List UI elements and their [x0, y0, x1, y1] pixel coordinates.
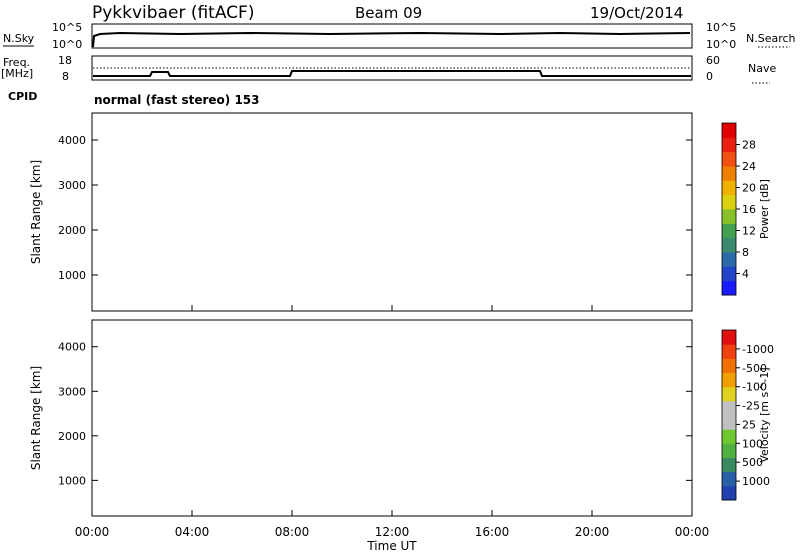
freq-tick-high: 18 — [58, 54, 72, 67]
colorbar-tick-label: 4 — [742, 268, 749, 281]
yaxis-label: Slant Range [km] — [29, 160, 43, 264]
xtick-label: 20:00 — [575, 525, 610, 539]
colorbar-segment — [722, 415, 736, 430]
cpid-text: normal (fast stereo) 153 — [94, 93, 260, 107]
ytick-label: 3000 — [58, 179, 86, 192]
beam-label: Beam 09 — [355, 4, 422, 22]
freq-tick-low: 8 — [62, 70, 69, 83]
nsearch-label: N.Search — [746, 32, 796, 45]
ytick-label: 1000 — [58, 269, 86, 282]
time-axis: 00:00 04:00 08:00 12:00 16:00 20:00 00:00 — [75, 525, 710, 539]
ytick-label: 1000 — [58, 474, 86, 487]
cpid-label: CPID — [8, 90, 37, 103]
colorbar-frame — [721, 329, 737, 501]
colorbar-tick-label: 12 — [742, 225, 756, 238]
colorbar-segment — [722, 457, 736, 473]
velocity-panel: 1000 2000 3000 4000 Slant Range [km] 1000 500 1… — [29, 319, 774, 517]
colorbar-segment — [722, 166, 736, 181]
station-title: Pykkvibaer (fitACF) — [92, 3, 254, 23]
xaxis-label: Time UT — [366, 539, 417, 553]
colorbar-segment — [722, 223, 736, 239]
colorbar-segment — [722, 400, 736, 416]
colorbar-tick-label: 8 — [742, 246, 749, 259]
freq-trace — [93, 70, 691, 77]
xtick-label: 12:00 — [375, 525, 410, 539]
colorbar-tick-label: -25 — [742, 400, 760, 413]
nsky-tick-low: 10^0 — [52, 38, 82, 51]
colorbar-segment — [722, 252, 736, 267]
nsky-trace — [92, 31, 691, 48]
colorbar-segment — [722, 443, 736, 458]
colorbar-tick-label: -1000 — [742, 343, 774, 356]
nave-tick-low: 0 — [706, 70, 713, 83]
colorbar-segment — [722, 180, 736, 196]
colorbar-segment — [722, 280, 736, 296]
colorbar-segment — [722, 358, 736, 373]
nsky-frame — [91, 23, 693, 49]
colorbar-tick-label: 100 — [742, 437, 763, 450]
colorbar-tick-label: -100 — [742, 381, 767, 394]
ytick-label: 3000 — [58, 385, 86, 398]
ytick-label: 4000 — [58, 134, 86, 147]
freq-frame — [91, 55, 693, 81]
ytick-label: 2000 — [58, 430, 86, 443]
colorbar-segment — [722, 386, 736, 402]
colorbar-segment — [722, 372, 736, 388]
colorbar-segment — [722, 344, 736, 359]
colorbar-label: Power [dB] — [758, 179, 771, 239]
colorbar-tick-label: 28 — [742, 139, 756, 152]
colorbar-tick-label: 20 — [742, 182, 756, 195]
xtick-label: 00:00 — [75, 525, 110, 539]
colorbar-segment — [722, 237, 736, 253]
colorbar-segment — [722, 330, 736, 345]
power-panel: 1000 2000 3000 4000 Slant Range [km] 4 8 12 16 20… — [29, 112, 771, 312]
xtick-label: 08:00 — [275, 525, 310, 539]
nsearch-tick-low: 10^0 — [706, 38, 736, 51]
colorbar-segment — [722, 429, 736, 444]
colorbar-segment — [722, 137, 736, 153]
nsearch-tick-high: 10^5 — [706, 21, 736, 34]
xtick-label: 00:00 — [675, 525, 710, 539]
date-label: 19/Oct/2014 — [590, 4, 683, 22]
plot-frame — [91, 112, 693, 312]
yaxis-label: Slant Range [km] — [29, 366, 43, 470]
colorbar-segment — [722, 123, 736, 138]
nave-tick-high: 60 — [706, 54, 720, 67]
ytick-label: 4000 — [58, 341, 86, 354]
colorbar-segment — [722, 209, 736, 224]
xtick-label: 16:00 — [475, 525, 510, 539]
colorbar-label: Velocity [m s^-1] — [758, 367, 771, 462]
colorbar-tick-label: 500 — [742, 456, 763, 469]
freq-label-1: Freq. — [3, 56, 30, 69]
nave-label: Nave — [748, 62, 776, 75]
nsky-panel: N.Sky 10^5 10^0 10^5 10^0 N.Search — [3, 21, 796, 51]
xtick-label: 04:00 — [175, 525, 210, 539]
colorbar-tick-label: 25 — [742, 418, 756, 431]
nsky-label: N.Sky — [3, 32, 35, 45]
colorbar-segment — [722, 266, 736, 282]
freq-panel: Freq. [MHz] 18 8 60 0 Nave — [1, 54, 776, 84]
colorbar-tick-label: 24 — [742, 160, 756, 173]
plot-frame — [91, 319, 693, 517]
colorbar-tick-label: 16 — [742, 203, 756, 216]
colorbar-segment — [722, 471, 736, 487]
ytick-label: 2000 — [58, 224, 86, 237]
freq-label-2: [MHz] — [1, 67, 33, 80]
colorbar-segment — [722, 194, 736, 210]
colorbar-segment — [722, 485, 736, 501]
colorbar-tick-label: -500 — [742, 362, 767, 375]
colorbar-segment — [722, 151, 736, 167]
nsky-tick-high: 10^5 — [52, 21, 82, 34]
colorbar-tick-label: 1000 — [742, 475, 770, 488]
